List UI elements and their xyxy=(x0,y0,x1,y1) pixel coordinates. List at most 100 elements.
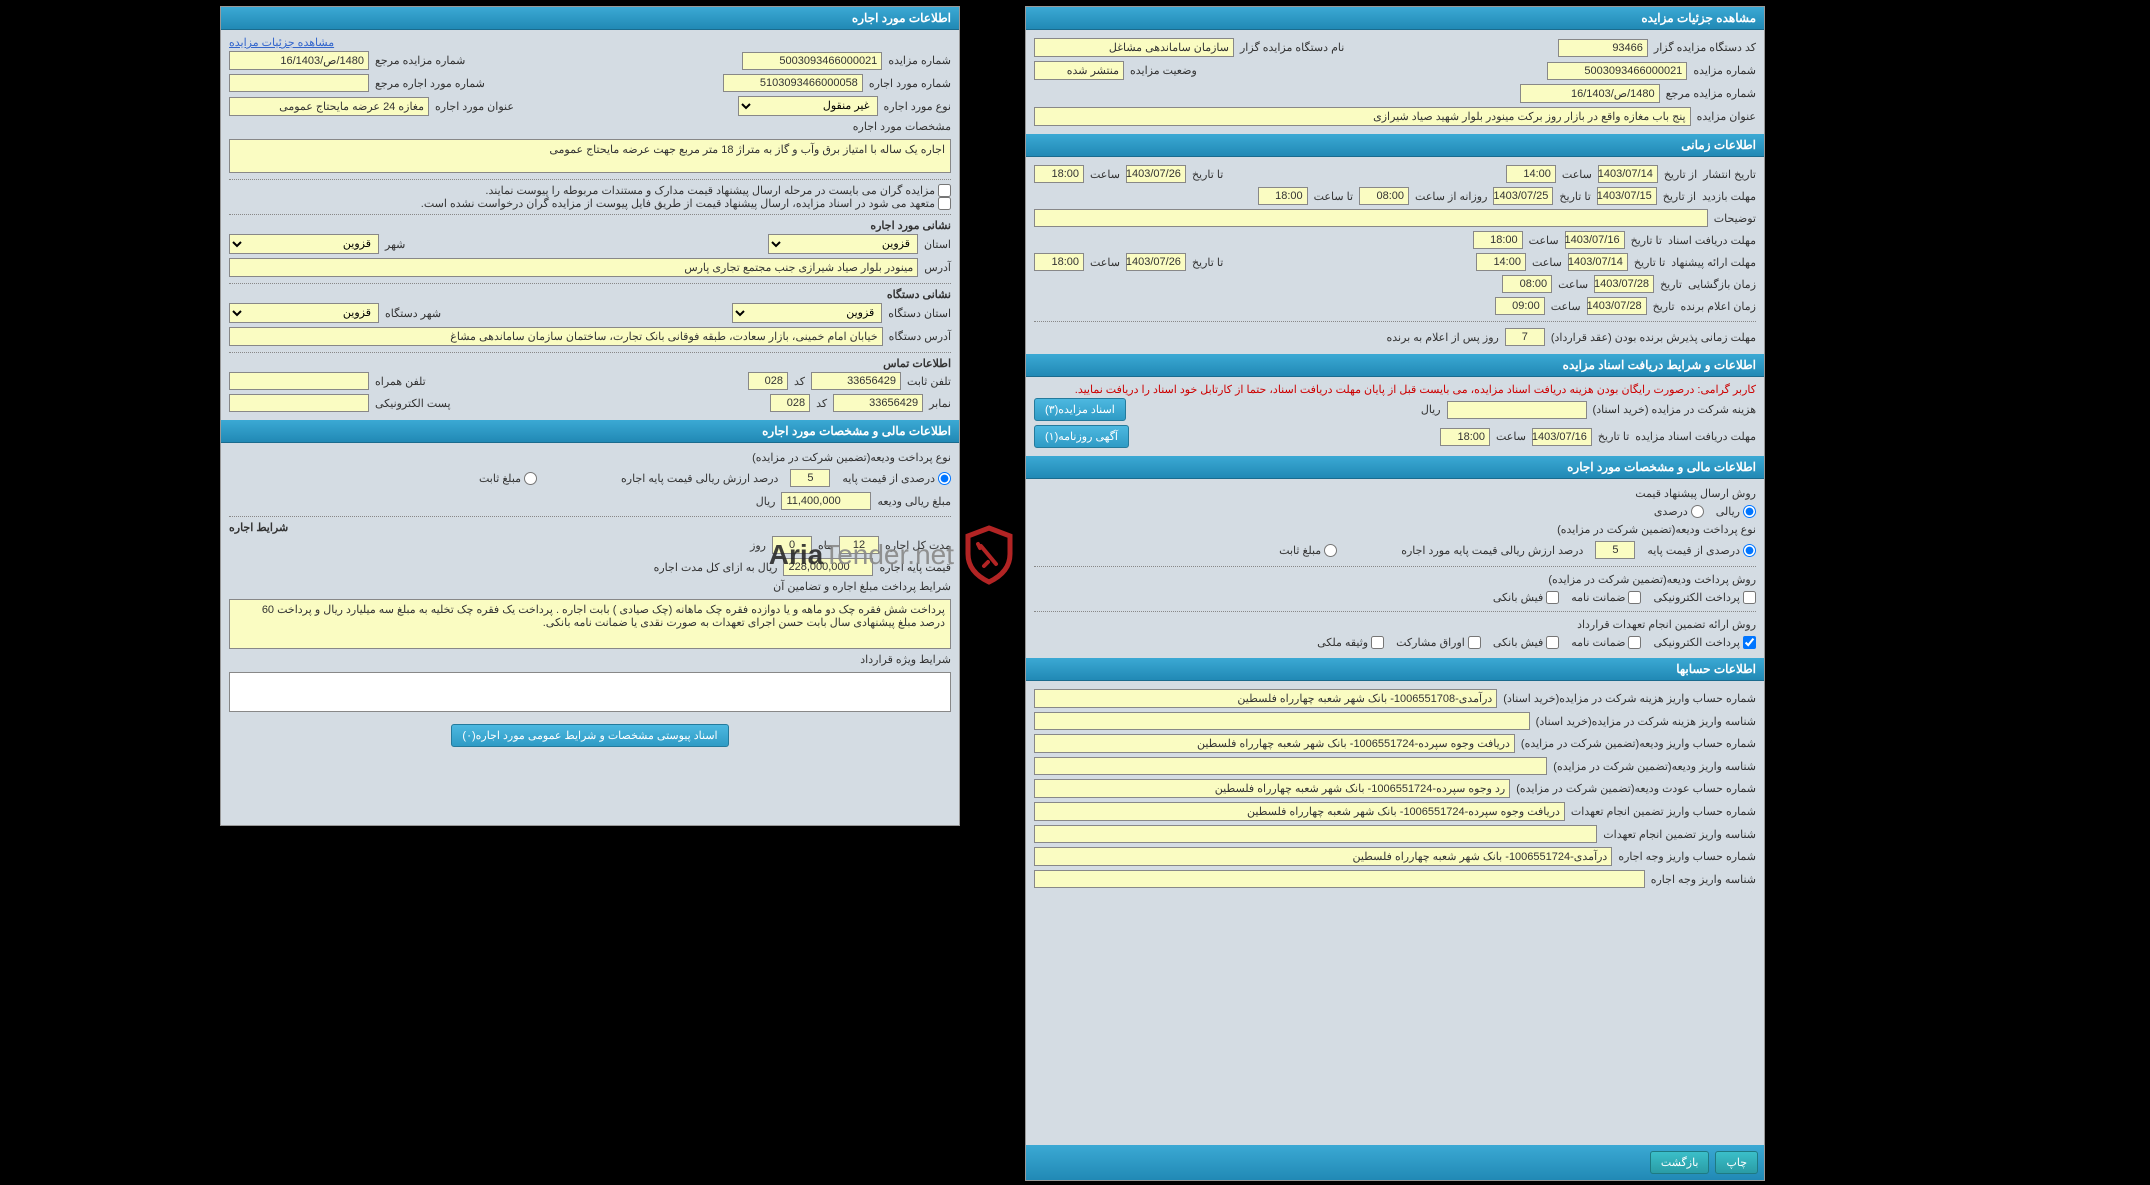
fax-code-field: 028 xyxy=(770,394,810,412)
l-radio-pct[interactable] xyxy=(938,472,951,485)
sep-l3 xyxy=(229,283,951,284)
lease-no-field: 5103093466000058 xyxy=(723,74,863,92)
cb-property[interactable] xyxy=(1371,636,1384,649)
l-ref-no-label: شماره مزایده مرجع xyxy=(375,54,465,67)
pay-method-label: روش پرداخت ودیعه(تضمین شرکت در مزایده) xyxy=(1548,573,1756,586)
acc4-field: دریافت وجوه سپرده-1006551724- بانک شهر ش… xyxy=(1034,802,1565,821)
pct-base-label: درصدی از قیمت پایه xyxy=(1647,544,1740,557)
right-panel: مشاهده جزئیات مزایده کد دستگاه مزایده گز… xyxy=(1025,6,1765,1181)
section-financial: روش ارسال پیشنهاد قیمت ریالی درصدی نوع پ… xyxy=(1026,479,1764,658)
pct-base-suffix: درصد ارزش ریالی قیمت پایه مورد اجاره xyxy=(1401,544,1583,557)
documents-button[interactable]: اسناد مزایده(۳) xyxy=(1034,398,1126,421)
time-label-1: ساعت xyxy=(1562,168,1592,181)
desc-field: اجاره یک ساله با امتیاز برق وآب و گاز به… xyxy=(229,139,951,173)
code-label-2: کد xyxy=(816,397,827,410)
city-label: شهر xyxy=(385,238,405,251)
date-lbl-b: تاریخ xyxy=(1653,300,1675,313)
notes-label: توضیحات xyxy=(1714,212,1756,225)
cb-guarantee2[interactable] xyxy=(1628,636,1641,649)
commit-label: روش ارائه تضمین انجام تعهدات قرارداد xyxy=(1577,618,1756,631)
attachments-button[interactable]: اسناد پیوستی مشخصات و شرایط عمومی مورد ا… xyxy=(451,724,728,747)
special-field[interactable] xyxy=(229,672,951,712)
cb-epay2[interactable] xyxy=(1743,636,1756,649)
opt-fixed-label: مبلغ ثابت xyxy=(1279,544,1321,557)
warning-text: کاربر گرامی: درصورت رایگان بودن هزینه در… xyxy=(1034,383,1756,396)
id4-field xyxy=(1034,825,1597,843)
province-label: استان xyxy=(924,238,951,251)
winner-time: 09:00 xyxy=(1495,297,1545,315)
section-lease-financial: نوع پرداخت ودیعه(تضمین شرکت در مزایده) د… xyxy=(221,443,959,763)
id1-field xyxy=(1034,712,1530,730)
ref-no-field: 1480/ص/16/1403 xyxy=(1520,84,1660,103)
note1-cb[interactable] xyxy=(938,184,951,197)
acc3-field: رد وجوه سپرده-1006551724- بانک شهر شعبه … xyxy=(1034,779,1510,798)
lease-ref-field xyxy=(229,74,369,92)
cb-securities-label: اوراق مشارکت xyxy=(1396,636,1465,649)
l-ref-no-field: 1480/ص/16/1403 xyxy=(229,51,369,70)
addr-field: مینودر بلوار صیاد شیرازی جنب مجتمع تجاری… xyxy=(229,258,918,277)
cb-epay2-label: پرداخت الکترونیکی xyxy=(1653,636,1740,649)
auction-code-field: 93466 xyxy=(1558,39,1648,57)
deadline-time: 18:00 xyxy=(1440,428,1490,446)
bid-to-date: 1403/07/14 xyxy=(1568,253,1628,271)
radio-fixed[interactable] xyxy=(1324,544,1337,557)
status-label: وضعیت مزایده xyxy=(1130,64,1197,77)
print-button[interactable]: چاپ xyxy=(1715,1151,1758,1174)
cb-bank-label: فیش بانکی xyxy=(1493,591,1543,604)
city-select[interactable]: قزوین xyxy=(229,234,379,254)
date-lbl-a: تاریخ xyxy=(1660,278,1682,291)
mobile-field xyxy=(229,372,369,390)
acc2-label: شماره حساب واریز ودیعه(تضمین شرکت در مزا… xyxy=(1521,737,1756,750)
org-city-select[interactable]: قزوین xyxy=(229,303,379,323)
org-province-select[interactable]: قزوین xyxy=(732,303,882,323)
type-select[interactable]: غیر منقول xyxy=(738,96,878,116)
radio-pct[interactable] xyxy=(1691,505,1704,518)
notes-field xyxy=(1034,209,1708,227)
cb-epay[interactable] xyxy=(1743,591,1756,604)
province-select[interactable]: قزوین xyxy=(768,234,918,254)
daily-from-label: روزانه از ساعت xyxy=(1415,190,1487,203)
cb-guarantee[interactable] xyxy=(1628,591,1641,604)
cb-property-label: وثیقه ملکی xyxy=(1317,636,1368,649)
time-label-4b: ساعت xyxy=(1090,256,1120,269)
fee-field xyxy=(1447,401,1587,419)
sep-l2 xyxy=(229,214,951,215)
to-label-2: تا تاریخ xyxy=(1559,190,1590,203)
id1-label: شناسه واریز هزینه شرکت در مزایده(خرید اس… xyxy=(1536,715,1756,728)
l-pct-suffix: درصد ارزش ریالی قیمت پایه اجاره xyxy=(621,472,778,485)
pub-to-date: 1403/07/26 xyxy=(1126,165,1186,183)
l-radio-fixed[interactable] xyxy=(524,472,537,485)
radio-pct-base[interactable] xyxy=(1743,544,1756,557)
cb-bank[interactable] xyxy=(1546,591,1559,604)
radio-rial[interactable] xyxy=(1743,505,1756,518)
note2-cb[interactable] xyxy=(938,197,951,210)
pct-base-val: 5 xyxy=(1595,541,1635,559)
section-auction-details-header: مشاهده جزئیات مزایده xyxy=(1026,7,1764,30)
note2-text: متعهد می شود در اسناد مزایده، ارسال پیشن… xyxy=(421,197,935,210)
daily-from-time: 08:00 xyxy=(1359,187,1409,205)
watermark: AriaTender.net xyxy=(700,520,1020,590)
deposit-type-label: نوع پرداخت ودیعه(تضمین شرکت در مزایده) xyxy=(1557,523,1756,536)
back-button[interactable]: بازگشت xyxy=(1650,1151,1710,1174)
left-panel: اطلاعات مورد اجاره مشاهده جزئیات مزایده … xyxy=(220,6,960,826)
fax-label: نمابر xyxy=(929,397,951,410)
l-fixed-label: مبلغ ثابت xyxy=(479,472,521,485)
desc-label: مشخصات مورد اجاره xyxy=(853,120,951,133)
from-label: از تاریخ xyxy=(1664,168,1697,181)
id5-label: شناسه واریز وجه اجاره xyxy=(1651,873,1756,886)
winner-label: زمان اعلام برنده xyxy=(1681,300,1756,313)
cb-securities[interactable] xyxy=(1468,636,1481,649)
daily-to-time: 18:00 xyxy=(1258,187,1308,205)
pub-to-time: 18:00 xyxy=(1034,165,1084,183)
doc-to-date: 1403/07/16 xyxy=(1565,231,1625,249)
org-name-label: نام دستگاه مزایده گزار xyxy=(1240,41,1344,54)
doc-deadline-label: مهلت دریافت اسناد xyxy=(1668,234,1756,247)
newspaper-ad-button[interactable]: آگهی روزنامه(۱) xyxy=(1034,425,1129,448)
view-details-link[interactable]: مشاهده جزئیات مزایده xyxy=(229,37,334,49)
note1-text: مزایده گران می بایست در مرحله ارسال پیشن… xyxy=(485,184,935,197)
email-field xyxy=(229,394,369,412)
time-label-5: ساعت xyxy=(1558,278,1588,291)
cb-bank2[interactable] xyxy=(1546,636,1559,649)
section-time-header: اطلاعات زمانی xyxy=(1026,134,1764,157)
org-addr-label: آدرس دستگاه xyxy=(889,330,951,343)
